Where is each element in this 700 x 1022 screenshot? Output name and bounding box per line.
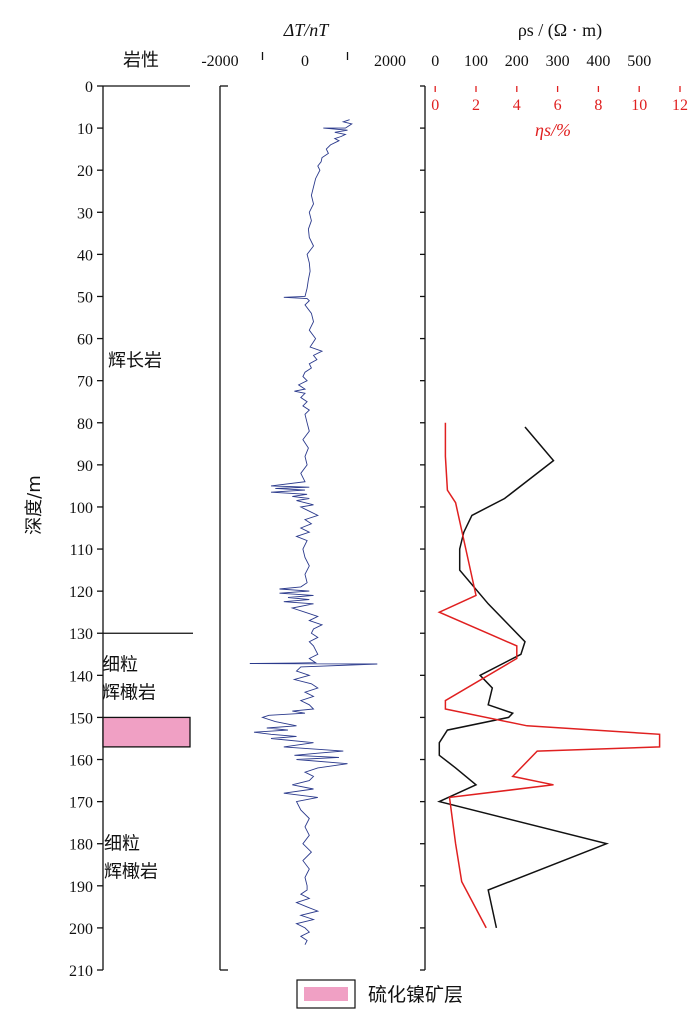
depth-tick-label: 100 — [69, 500, 93, 517]
depth-tick-label: 60 — [77, 332, 93, 349]
depth-axis-label: 深度/m — [24, 475, 45, 535]
resistivity-tick-label: 300 — [546, 53, 570, 70]
depth-tick-label: 70 — [77, 374, 93, 391]
chargeability-tick-label: 6 — [554, 97, 562, 114]
depth-axis: 0 10 20 30 40 50 60 70 80 90 100 110 120 130 140 150 160… — [24, 79, 104, 980]
chargeability-tick-label: 12 — [672, 97, 688, 114]
ore-layer-rect — [102, 716, 191, 748]
depth-tick-label: 80 — [77, 416, 93, 433]
lithology-label: 辉长岩 — [108, 351, 162, 372]
lithology-label: 辉橄岩 — [102, 682, 156, 703]
chargeability-tick-label: 4 — [513, 97, 521, 114]
magnetic-tick-label: 2000 — [374, 53, 406, 70]
resistivity-tick-label: 100 — [464, 53, 488, 70]
lithology-label: 细粒 — [104, 833, 140, 854]
chargeability-tick-label: 10 — [631, 97, 647, 114]
resistivity-axis-title: ρs / (Ω · m) — [518, 20, 602, 41]
electrical-panel: ρs / (Ω · m) 0 100 200 300 400 500 0 2 4 6 8 10 12 … — [420, 20, 688, 971]
resistivity-tick-label: 200 — [505, 53, 529, 70]
chargeability-tick-label: 0 — [431, 97, 439, 114]
resistivity-tick-group: 0 100 200 300 400 500 — [431, 53, 651, 70]
magnetic-axis-title: ΔT/nT — [283, 20, 331, 40]
resistivity-tick-label: 500 — [627, 53, 651, 70]
depth-tick-label: 50 — [77, 289, 93, 306]
chargeability-tick-label: 8 — [594, 97, 602, 114]
depth-tick-label: 210 — [69, 963, 93, 980]
magnetic-tick-label: 0 — [301, 53, 309, 70]
depth-tick-label: 200 — [69, 921, 93, 938]
depth-tick-label: 0 — [85, 79, 93, 96]
lithology-boundaries — [103, 85, 193, 634]
depth-tick-group: 0 10 20 30 40 50 60 70 80 90 100 110 120 130 140 150 160… — [69, 79, 103, 980]
magnetic-panel: ΔT/nT -2000 0 2000 — [201, 20, 406, 971]
chargeability-tick-group: 0 2 4 6 8 10 12 — [431, 86, 688, 114]
depth-tick-label: 10 — [77, 121, 93, 138]
magnetic-tick-label: -2000 — [201, 53, 238, 70]
lithology-label: 辉橄岩 — [104, 861, 158, 882]
lithology-header: 岩性 — [123, 50, 159, 71]
depth-tick-label: 20 — [77, 163, 93, 180]
resistivity-tick-label: 0 — [431, 53, 439, 70]
resistivity-series-line — [437, 426, 610, 929]
depth-tick-label: 180 — [69, 837, 93, 854]
legend: 硫化镍矿层 — [296, 979, 463, 1009]
electrical-depth-ticks — [420, 85, 425, 971]
chargeability-axis-title: ηs/% — [535, 120, 571, 140]
depth-tick-label: 190 — [69, 879, 93, 896]
legend-label: 硫化镍矿层 — [368, 984, 463, 1006]
chargeability-series-line — [437, 422, 661, 929]
magnetic-tick-group: -2000 0 2000 — [201, 52, 406, 70]
depth-tick-label: 40 — [77, 247, 93, 264]
lithology-label: 细粒 — [102, 654, 138, 675]
depth-tick-label: 150 — [69, 710, 93, 727]
magnetic-series-line — [249, 119, 378, 945]
depth-tick-label: 170 — [69, 795, 93, 812]
depth-tick-label: 130 — [69, 626, 93, 643]
depth-tick-label: 90 — [77, 458, 93, 475]
depth-tick-label: 110 — [70, 542, 93, 559]
resistivity-tick-label: 400 — [586, 53, 610, 70]
depth-tick-label: 120 — [69, 584, 93, 601]
depth-tick-label: 30 — [77, 205, 93, 222]
legend-swatch — [304, 987, 348, 1001]
depth-tick-label: 140 — [69, 668, 93, 685]
chargeability-tick-label: 2 — [472, 97, 480, 114]
depth-tick-label: 160 — [69, 753, 93, 770]
